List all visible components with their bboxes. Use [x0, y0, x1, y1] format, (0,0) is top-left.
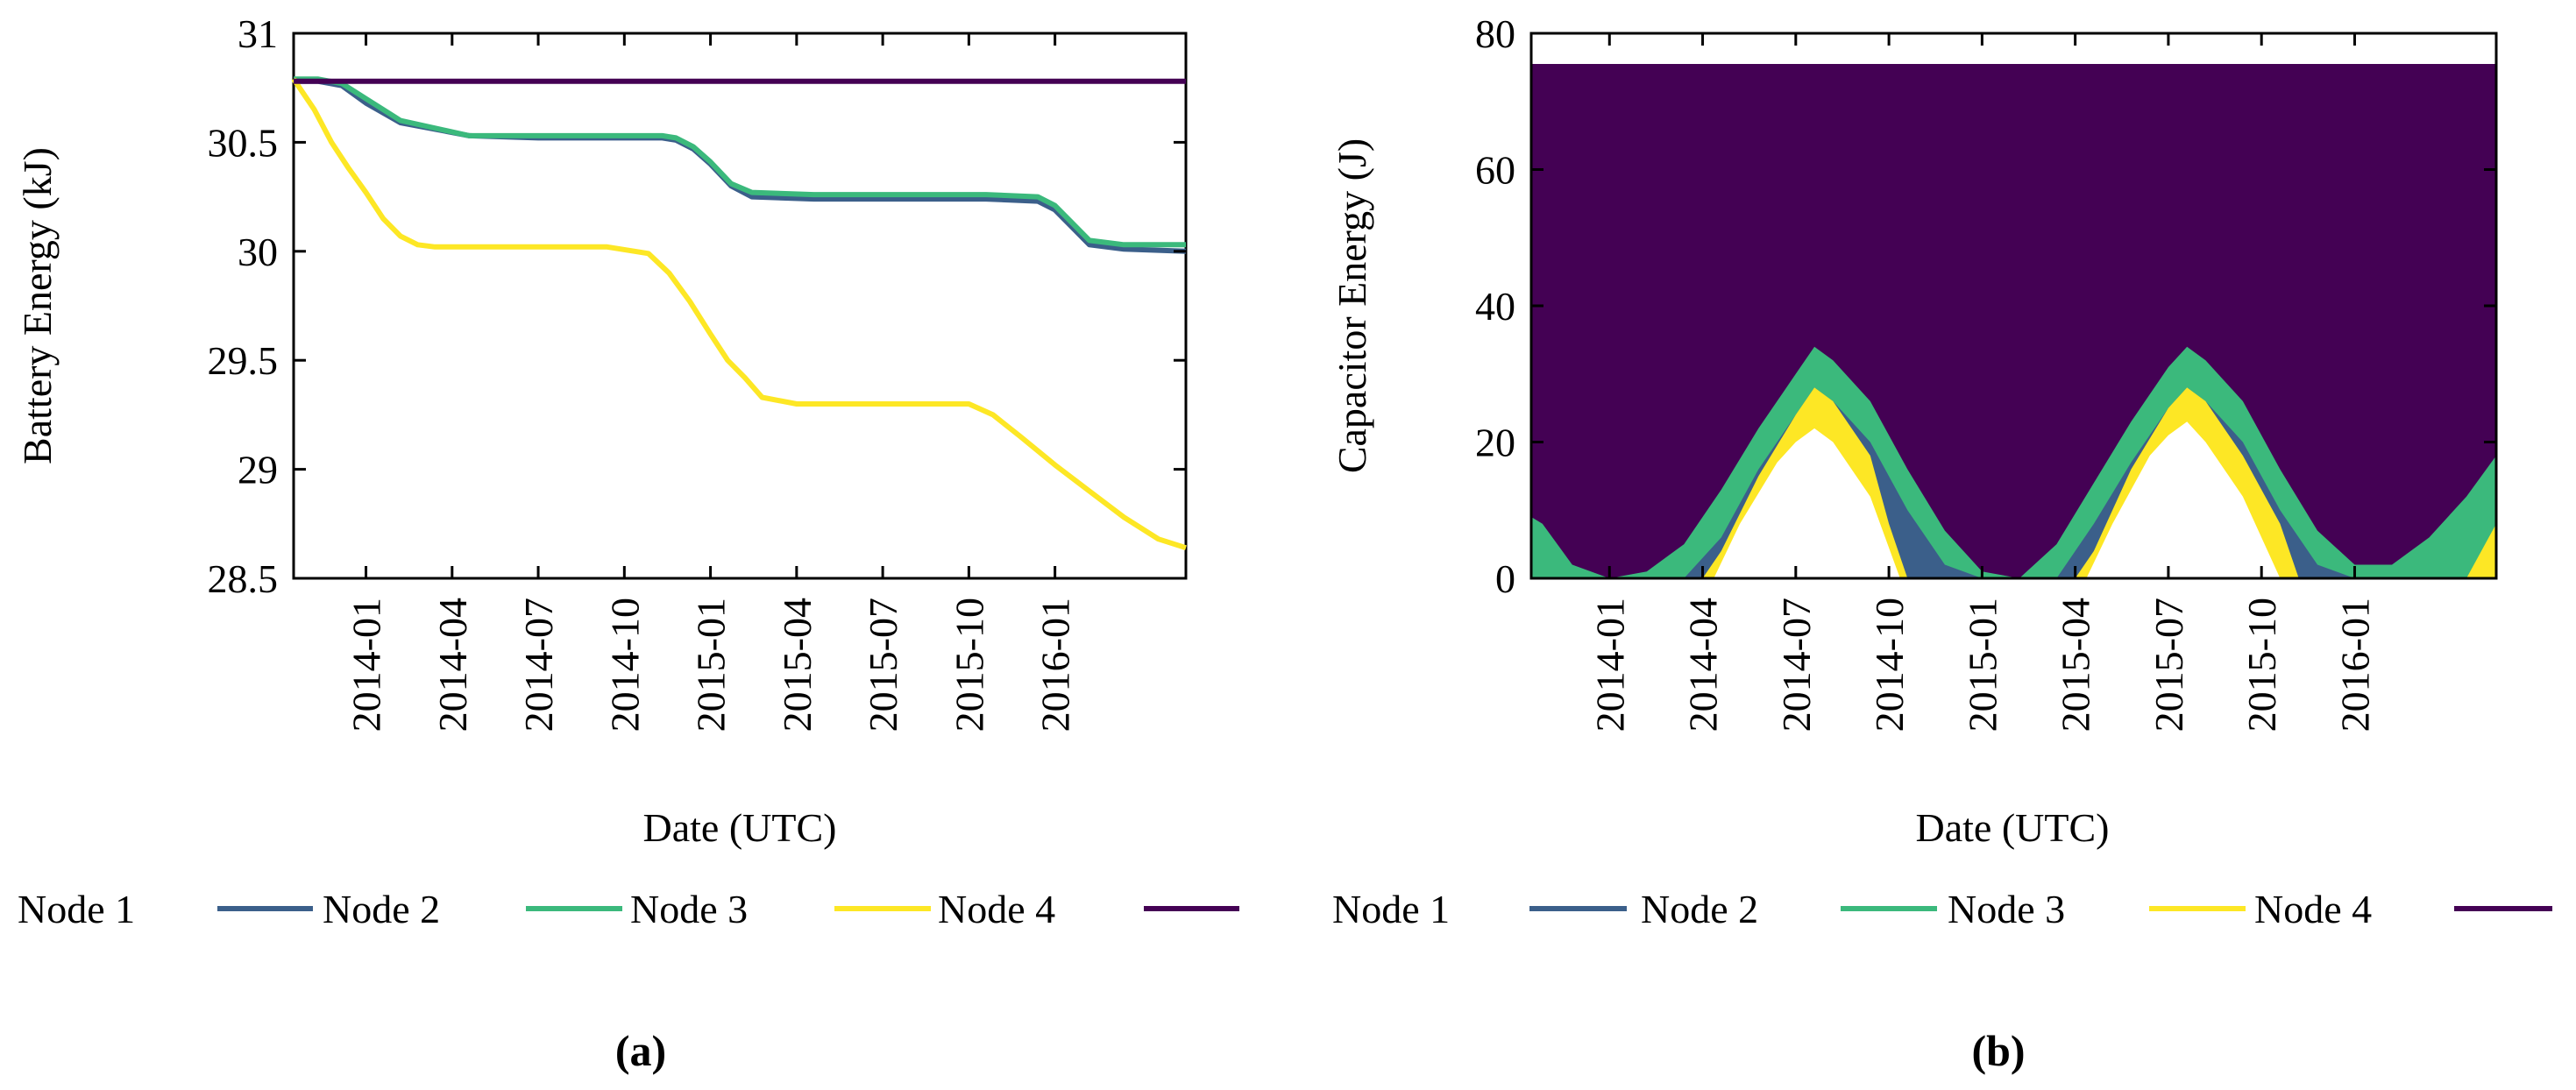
panel-b-y-tick-label: 60: [1475, 148, 1515, 193]
panel-b-x-tick-label: 2014-10: [1867, 598, 1912, 732]
panel-a-x-tick-label: 2015-10: [947, 598, 991, 732]
panel-b-y-ticks: 0 20 40 60 80: [1475, 11, 2496, 601]
panel-a-series-line-node-2: [294, 76, 1186, 248]
panel-b-x-ticks: 2014-01 2014-04 2014-07 2014-10 2015-01 2015-…: [1587, 33, 2377, 732]
panel-a-y-tick-label: 28.5: [208, 556, 279, 601]
panel-a-x-tick-label: 2016-01: [1033, 598, 1078, 732]
panel-a-y-tick-label: 30: [238, 230, 278, 274]
panel-a-legend: Node 1 Node 2 Node 3 Node 4: [18, 887, 1239, 931]
panel-b-y-tick-label: 0: [1495, 556, 1515, 601]
panel-a-y-tick-label: 31: [238, 11, 278, 56]
panel-a-series-line-node-1: [294, 78, 1187, 254]
panel-a-y-ticks: 28.5 29 29.5 30 30.5 31: [208, 11, 1186, 601]
panel-a: 28.5 29 29.5 30 30.5 31 2014-01 2014-04 2014-07…: [15, 11, 1239, 1075]
panel-a-x-tick-label: 2014-07: [516, 598, 561, 732]
panel-b-x-tick-label: 2014-01: [1587, 598, 1632, 732]
panel-b-y-axis-label: Capacitor Energy (J): [1330, 138, 1374, 473]
panel-b-legend-label: Node 4: [2254, 887, 2372, 931]
panel-b-x-tick-label: 2015-10: [2239, 598, 2284, 732]
panel-b-x-tick-label: 2014-07: [1774, 598, 1819, 732]
panel-a-y-tick-label: 29.5: [208, 338, 279, 383]
panel-b-legend-label: Node 1: [1332, 887, 1450, 931]
panel-a-series: [291, 76, 1187, 551]
panel-a-y-tick-label: 29: [238, 448, 278, 492]
panel-b-legend-label: Node 2: [1641, 887, 1758, 931]
panel-b-series-area-node-4: [1531, 63, 2496, 579]
panel-b-series: [1531, 63, 2496, 579]
panel-b-legend: Node 1 Node 2 Node 3 Node 4: [1332, 887, 2552, 931]
panel-b-x-axis-label: Date (UTC): [1916, 805, 2110, 850]
panel-a-x-tick-label: 2015-04: [775, 598, 820, 732]
panel-b-x-tick-label: 2014-04: [1681, 598, 1726, 732]
panel-a-x-tick-label: 2015-01: [689, 598, 734, 732]
panel-b-y-tick-label: 20: [1475, 421, 1515, 465]
panel-a-x-tick-label: 2014-10: [602, 598, 647, 732]
panel-a-x-ticks: 2014-01 2014-04 2014-07 2014-10 2015-01 2015-…: [344, 33, 1078, 732]
panel-a-legend-label: Node 3: [630, 887, 748, 931]
panel-a-legend-label: Node 2: [323, 887, 440, 931]
panel-a-label: (a): [615, 1026, 666, 1075]
panel-b-x-tick-label: 2015-04: [2054, 598, 2098, 732]
panel-a-legend-label: Node 1: [18, 887, 135, 931]
panel-a-x-tick-label: 2015-07: [861, 598, 905, 732]
panel-a-y-tick-label: 30.5: [208, 120, 279, 165]
panel-b-y-tick-label: 80: [1475, 11, 1515, 56]
panel-b-x-tick-label: 2015-01: [1960, 598, 2005, 732]
panel-a-legend-label: Node 4: [938, 887, 1055, 931]
panel-b-x-tick-label: 2016-01: [2332, 598, 2377, 732]
panel-a-x-tick-label: 2014-04: [430, 598, 475, 732]
panel-b-x-tick-label: 2015-07: [2147, 598, 2191, 732]
panel-b-y-tick-label: 40: [1475, 284, 1515, 329]
panel-b-series-area-white-gap: [1714, 421, 2281, 578]
panel-a-x-axis-label: Date (UTC): [643, 805, 837, 850]
panel-a-y-axis-label: Battery Energy (kJ): [15, 147, 60, 464]
panel-a-series-line-node-3: [291, 77, 1187, 551]
panel-b-label: (b): [1971, 1026, 2025, 1075]
panel-a-plot-frame: [292, 32, 1188, 580]
panel-a-x-tick-label: 2014-01: [344, 598, 389, 732]
panel-b-legend-label: Node 3: [1948, 887, 2065, 931]
